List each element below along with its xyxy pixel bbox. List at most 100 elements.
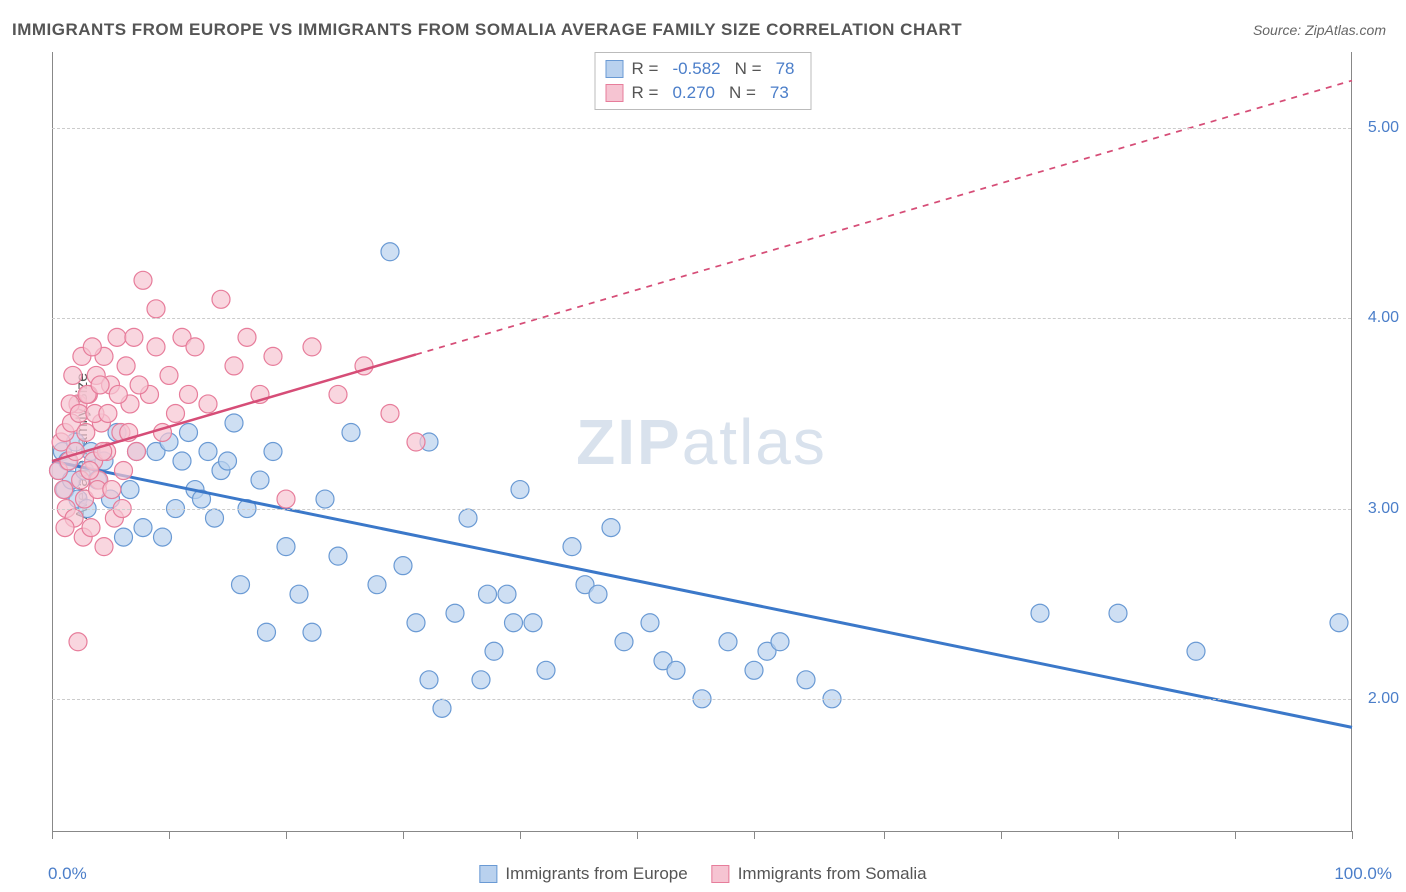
scatter-point xyxy=(1031,604,1049,622)
gridline xyxy=(52,699,1351,700)
scatter-point xyxy=(511,481,529,499)
scatter-point xyxy=(95,538,113,556)
scatter-point xyxy=(615,633,633,651)
scatter-point xyxy=(82,519,100,537)
scatter-point xyxy=(524,614,542,632)
x-tick xyxy=(169,831,170,839)
scatter-point xyxy=(64,366,82,384)
scatter-point xyxy=(485,642,503,660)
correlation-legend-row: R =-0.582N =78 xyxy=(606,57,801,81)
scatter-point xyxy=(108,328,126,346)
scatter-point xyxy=(232,576,250,594)
correlation-legend: R = -0.582N = 78R = 0.270 N = 73 xyxy=(595,52,812,110)
r-value: -0.582 xyxy=(666,59,726,79)
scatter-point xyxy=(407,433,425,451)
scatter-point xyxy=(160,366,178,384)
source-attribution: Source: ZipAtlas.com xyxy=(1253,22,1386,38)
series-legend-label: Immigrants from Somalia xyxy=(738,864,927,884)
r-label: R = xyxy=(632,59,659,79)
r-value: 0.270 xyxy=(666,83,721,103)
scatter-point xyxy=(56,519,74,537)
scatter-point xyxy=(563,538,581,556)
x-tick xyxy=(403,831,404,839)
scatter-point xyxy=(117,357,135,375)
scatter-point xyxy=(472,671,490,689)
legend-swatch xyxy=(606,84,624,102)
scatter-point xyxy=(81,462,99,480)
x-tick xyxy=(1001,831,1002,839)
y-tick-label: 2.00 xyxy=(1368,690,1399,708)
scatter-point xyxy=(134,271,152,289)
scatter-point xyxy=(99,404,117,422)
scatter-point xyxy=(115,462,133,480)
scatter-point xyxy=(329,547,347,565)
scatter-point xyxy=(134,519,152,537)
scatter-point xyxy=(238,328,256,346)
trend-line xyxy=(52,461,1352,727)
scatter-point xyxy=(1109,604,1127,622)
scatter-point xyxy=(329,385,347,403)
scatter-point xyxy=(91,376,109,394)
legend-swatch xyxy=(712,865,730,883)
scatter-point xyxy=(199,395,217,413)
scatter-point xyxy=(69,633,87,651)
gridline xyxy=(52,318,1351,319)
scatter-point xyxy=(381,404,399,422)
x-tick xyxy=(1118,831,1119,839)
series-legend: Immigrants from EuropeImmigrants from So… xyxy=(479,864,926,884)
scatter-point xyxy=(316,490,334,508)
legend-swatch xyxy=(606,60,624,78)
correlation-legend-row: R = 0.270 N = 73 xyxy=(606,81,801,105)
scatter-point xyxy=(147,300,165,318)
scatter-point xyxy=(199,443,217,461)
r-label: R = xyxy=(632,83,659,103)
y-tick-label: 3.00 xyxy=(1368,500,1399,518)
n-label: N = xyxy=(729,83,756,103)
scatter-point xyxy=(55,481,73,499)
scatter-point xyxy=(264,443,282,461)
scatter-point xyxy=(109,385,127,403)
scatter-point xyxy=(368,576,386,594)
scatter-point xyxy=(446,604,464,622)
scatter-point xyxy=(251,471,269,489)
series-legend-item: Immigrants from Somalia xyxy=(712,864,927,884)
scatter-point xyxy=(407,614,425,632)
scatter-point xyxy=(103,481,121,499)
n-value: 73 xyxy=(764,83,795,103)
correlation-chart: IMMIGRANTS FROM EUROPE VS IMMIGRANTS FRO… xyxy=(0,0,1406,892)
scatter-point xyxy=(1330,614,1348,632)
x-tick xyxy=(1235,831,1236,839)
source-value: ZipAtlas.com xyxy=(1305,22,1386,38)
n-value: 78 xyxy=(770,59,801,79)
scatter-point xyxy=(433,699,451,717)
x-tick xyxy=(286,831,287,839)
scatter-point xyxy=(219,452,237,470)
scatter-point xyxy=(303,623,321,641)
scatter-point xyxy=(290,585,308,603)
scatter-point xyxy=(77,423,95,441)
scatter-point xyxy=(83,338,101,356)
x-tick xyxy=(1352,831,1353,839)
scatter-point xyxy=(277,538,295,556)
scatter-point xyxy=(420,671,438,689)
x-tick xyxy=(637,831,638,839)
scatter-point xyxy=(212,290,230,308)
scatter-point xyxy=(797,671,815,689)
scatter-point xyxy=(180,423,198,441)
scatter-point xyxy=(225,357,243,375)
scatter-point xyxy=(394,557,412,575)
chart-title: IMMIGRANTS FROM EUROPE VS IMMIGRANTS FRO… xyxy=(12,20,962,40)
scatter-point xyxy=(602,519,620,537)
scatter-point xyxy=(381,243,399,261)
scatter-point xyxy=(719,633,737,651)
scatter-point xyxy=(771,633,789,651)
scatter-point xyxy=(125,328,143,346)
scatter-point xyxy=(667,661,685,679)
scatter-point xyxy=(180,385,198,403)
plot-svg xyxy=(52,52,1351,831)
source-label: Source: xyxy=(1253,22,1301,38)
scatter-point xyxy=(206,509,224,527)
scatter-point xyxy=(537,661,555,679)
plot-area: ZIPatlas 2.003.004.005.00 xyxy=(52,52,1352,832)
scatter-point xyxy=(479,585,497,603)
